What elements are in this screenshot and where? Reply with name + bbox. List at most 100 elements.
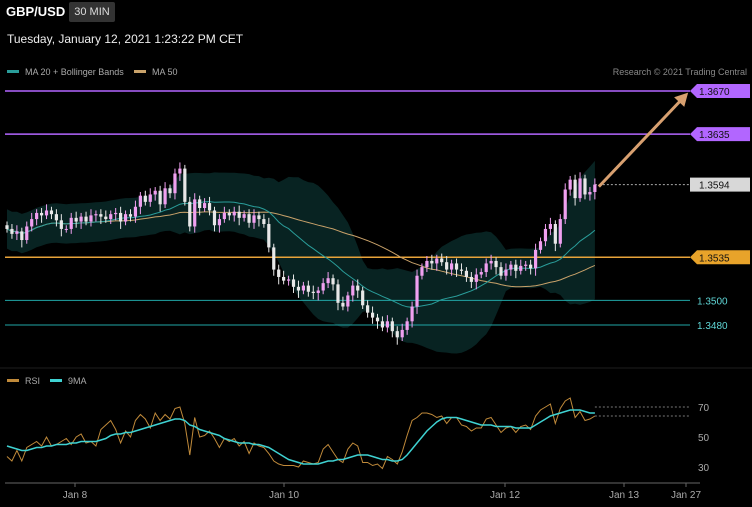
candle-up	[533, 249, 538, 269]
resistance-tag-1	[690, 127, 750, 142]
datetime-label: Tuesday, January 12, 2021 1:23:22 PM CET	[7, 32, 244, 46]
candle-down	[306, 285, 310, 292]
candle-up	[519, 265, 523, 271]
forecast-arrow-shaft	[597, 95, 686, 188]
candle-up	[504, 269, 508, 276]
candle-up	[484, 263, 488, 273]
candle-up	[509, 264, 513, 270]
candle-down	[553, 224, 557, 244]
candle-down	[361, 290, 365, 306]
candle-up	[425, 260, 429, 268]
pivot-tag-3	[690, 250, 750, 265]
x-tick-label: Jan 10	[269, 490, 299, 501]
timeframe-button[interactable]: 30 MIN	[69, 2, 115, 22]
candle-down	[262, 219, 266, 225]
candle-down	[445, 262, 449, 270]
current-price-tag	[690, 177, 750, 192]
candle-down	[296, 286, 301, 291]
pivot-label-3: 1.3535	[699, 253, 730, 264]
candle-up	[173, 173, 177, 194]
x-tick-label: Jan 27	[671, 490, 701, 501]
candle-down	[183, 168, 187, 202]
candle-up	[148, 194, 152, 202]
candle-up	[252, 215, 256, 223]
candle-down	[39, 212, 44, 216]
candle-down	[104, 216, 108, 220]
ma20-line	[6, 201, 596, 308]
candle-down	[459, 269, 464, 271]
candle-down	[499, 267, 503, 276]
candle-down	[380, 321, 385, 328]
candle-up	[35, 212, 39, 220]
candle-up	[538, 241, 543, 250]
candle-down	[143, 195, 147, 202]
x-tick-label: Jan 8	[63, 490, 88, 501]
rsi-legend: RSI 9MA	[7, 376, 87, 386]
candle-down	[583, 178, 587, 195]
candle-down	[59, 220, 63, 229]
candle-up	[568, 179, 572, 190]
candle-up	[479, 272, 483, 275]
candle-down	[395, 331, 399, 338]
candle-down	[494, 260, 498, 268]
candle-down	[49, 210, 54, 215]
candle-down	[336, 284, 340, 303]
candle-down	[375, 317, 380, 322]
candle-up	[321, 283, 325, 291]
candle-up	[109, 214, 113, 220]
candle-down	[10, 228, 14, 234]
candle-down	[529, 264, 533, 269]
candle-up	[543, 228, 548, 242]
candle-up	[385, 321, 389, 328]
current-price-label: 1.3594	[699, 181, 730, 192]
candle-down	[74, 217, 78, 222]
candle-up	[588, 191, 592, 195]
candle-up	[326, 278, 330, 284]
candle-up	[79, 216, 83, 222]
candle-down	[20, 231, 24, 241]
candle-down	[366, 305, 370, 313]
candle-down	[54, 214, 58, 221]
rsi-ma-legend-label: 9MA	[68, 376, 87, 386]
candle-down	[370, 312, 375, 318]
candle-down	[454, 263, 459, 270]
candle-up	[178, 168, 182, 174]
resistance-tag-0	[690, 84, 750, 98]
candle-down	[119, 212, 123, 222]
candle-down	[440, 258, 444, 263]
candle-down	[291, 279, 296, 287]
candle-up	[286, 279, 291, 281]
candle-up	[69, 217, 73, 229]
candle-up	[203, 203, 207, 208]
candle-down	[237, 211, 241, 218]
candle-down	[356, 285, 360, 291]
candle-up	[563, 189, 567, 220]
candle-down	[272, 247, 276, 270]
candle-up	[400, 329, 404, 338]
rsi-line	[6, 397, 596, 470]
candle-down	[277, 269, 281, 277]
candle-up	[316, 290, 320, 293]
forecast-arrow-head	[674, 92, 689, 107]
candle-down	[282, 276, 286, 281]
rsi-ma-legend-swatch	[50, 379, 62, 382]
support-label-4: 1.3500	[697, 296, 728, 307]
support-label-5: 1.3480	[697, 321, 728, 332]
candle-up	[351, 285, 355, 296]
candle-down	[430, 260, 434, 264]
candle-up	[301, 285, 305, 291]
candle-down	[469, 276, 473, 282]
candle-up	[346, 295, 350, 307]
candle-up	[133, 206, 138, 217]
candle-up	[415, 275, 419, 307]
candle-up	[114, 212, 118, 215]
x-tick-label: Jan 12	[490, 490, 520, 501]
candle-down	[84, 216, 88, 222]
candle-up	[25, 226, 29, 241]
candle-up	[474, 274, 478, 282]
rsi-legend-label: RSI	[25, 376, 40, 386]
candle-up	[64, 228, 68, 230]
price-legend: MA 20 + Bollinger Bands MA 50 Research ©…	[7, 67, 747, 77]
candle-up	[524, 264, 528, 266]
